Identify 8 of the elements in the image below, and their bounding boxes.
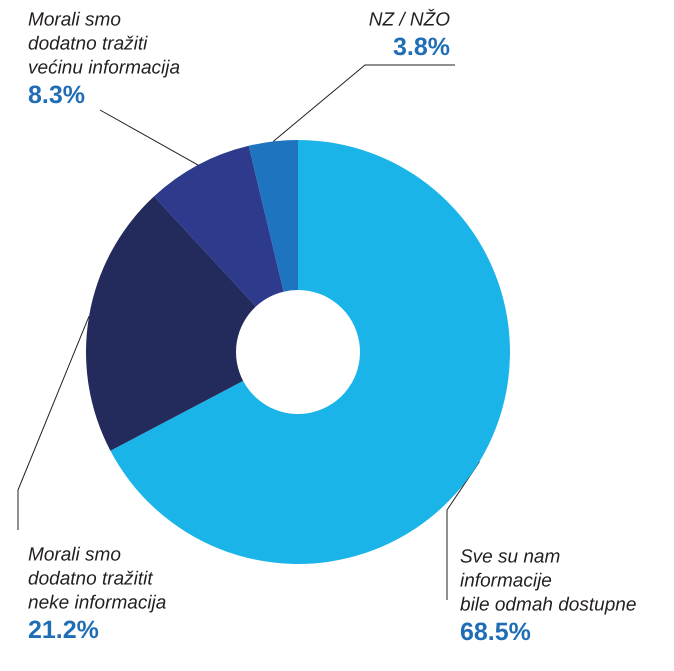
data-label: 21.2%	[28, 616, 99, 644]
slice-label: Sve su nam informacije bile odmah dostupne	[460, 546, 636, 616]
data-label: 3.8%	[393, 33, 450, 61]
data-label: 8.3%	[28, 81, 85, 109]
slice-label: Morali smo dodatno tražiti većinu informacija	[28, 10, 180, 78]
data-label: 68.5%	[460, 618, 531, 646]
slice-label: Morali smo dodatno tražitit neke informacija	[28, 544, 166, 614]
slice-label: NZ / NŽO	[368, 8, 450, 30]
